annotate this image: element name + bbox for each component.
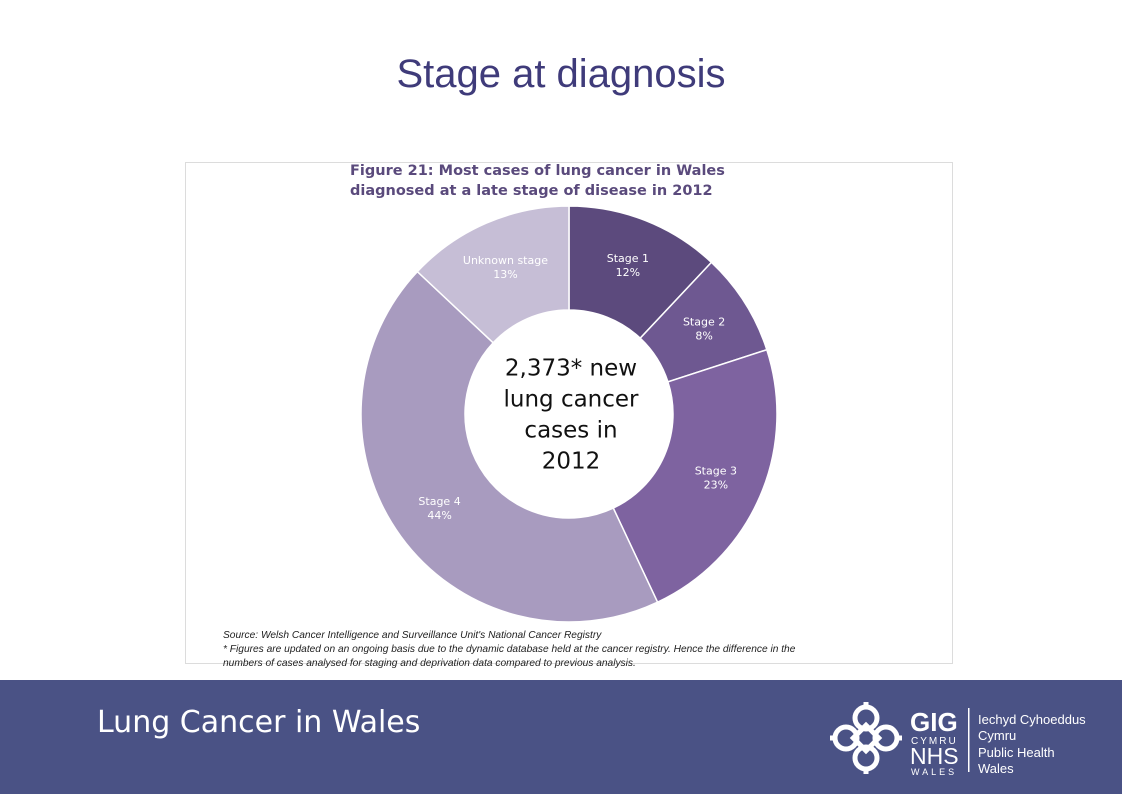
logo-welsh-name-2: Cymru bbox=[978, 728, 1016, 743]
donut-center-text: 2,373* new lung cancer cases in 2012 bbox=[503, 356, 639, 475]
logo-english-name-2: Wales bbox=[978, 761, 1014, 776]
logo-english-name-1: Public Health bbox=[978, 745, 1055, 760]
nhs-wales-logo: GIG CYMRU NHS WALES Iechyd Cyhoeddus Cym… bbox=[830, 702, 1086, 777]
donut-slice-stage-3 bbox=[612, 348, 778, 604]
slice-label-stage-3: Stage 3 23% bbox=[695, 465, 737, 492]
logo-gig: GIG bbox=[910, 707, 958, 737]
footer-bar: Lung Cancer in Wales GIG CYMRU NHS WALES… bbox=[0, 680, 1122, 794]
chart-title-line-2: diagnosed at a late stage of disease in … bbox=[350, 183, 713, 199]
slice-label-stage-4: Stage 4 44% bbox=[418, 495, 460, 522]
source-line-2: * Figures are updated on an ongoing basi… bbox=[223, 644, 796, 655]
celtic-knot-icon bbox=[830, 702, 902, 774]
logo-wales: WALES bbox=[911, 767, 957, 777]
logo-divider bbox=[968, 708, 970, 772]
source-line-1: Source: Welsh Cancer Intelligence and Su… bbox=[223, 630, 602, 641]
source-line-3: numbers of cases analysed for staging an… bbox=[223, 658, 636, 669]
logo-cymru: CYMRU bbox=[911, 736, 958, 747]
donut-chart: Stage 1 12% Stage 2 8% Stage 3 23% Stage 4 44% U… bbox=[360, 205, 778, 623]
footer-title: Lung Cancer in Wales bbox=[97, 705, 421, 740]
source-note: Source: Welsh Cancer Intelligence and Su… bbox=[223, 629, 923, 671]
chart-title: Figure 21: Most cases of lung cancer in … bbox=[350, 161, 790, 201]
logo-nhs: NHS bbox=[910, 743, 959, 769]
donut-slice-unknown-stage bbox=[416, 205, 570, 344]
page-title: Stage at diagnosis bbox=[396, 52, 726, 96]
slice-label-stage-1: Stage 1 12% bbox=[607, 252, 649, 279]
logo-welsh-name-1: Iechyd Cyhoeddus bbox=[978, 712, 1086, 727]
donut-slice-stage-4 bbox=[360, 270, 659, 623]
slice-label-stage-2: Stage 2 8% bbox=[683, 315, 725, 342]
chart-title-line-1: Figure 21: Most cases of lung cancer in … bbox=[350, 163, 725, 179]
slice-label-unknown-stage: Unknown stage 13% bbox=[463, 254, 548, 281]
